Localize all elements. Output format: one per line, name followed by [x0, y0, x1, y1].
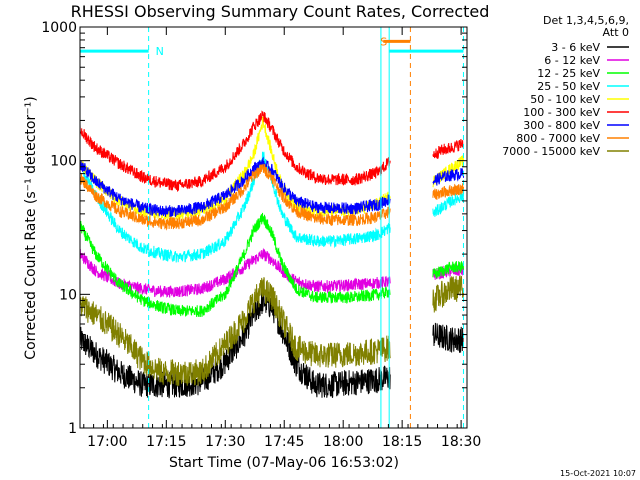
- legend-label-5: 100 - 300 keV: [523, 106, 600, 119]
- legend-label-7: 800 - 7000 keV: [516, 132, 600, 145]
- series-line-2-part-1: [432, 261, 464, 279]
- timestamp: 15-Oct-2021 10:07: [560, 469, 636, 478]
- chart-title: RHESSI Observing Summary Count Rates, Co…: [71, 2, 490, 21]
- x-tick-label-5: 18:15: [382, 434, 422, 450]
- series-line-0-part-0: [79, 288, 391, 399]
- legend-header-0: Det 1,3,4,5,6,9,: [543, 14, 629, 27]
- y-tick-label-3: 1000: [41, 20, 77, 36]
- x-tick-label-2: 17:30: [205, 434, 245, 450]
- series-line-3-part-0: [79, 151, 391, 263]
- x-tick-label-4: 18:00: [323, 434, 363, 450]
- legend-label-4: 50 - 100 keV: [530, 93, 600, 106]
- series-line-8-part-0: [79, 277, 391, 386]
- series-line-3-part-1: [432, 190, 464, 217]
- x-tick-label-6: 18:30: [441, 434, 481, 450]
- x-axis-label: Start Time (07-May-06 16:53:02): [169, 455, 399, 471]
- series-line-6-part-0: [79, 156, 391, 218]
- series-line-7-part-1: [432, 183, 464, 200]
- y-axis-label: Corrected Count Rate (s⁻¹ detector⁻¹): [23, 96, 39, 359]
- series-line-2-part-0: [79, 212, 391, 318]
- y-tick-label-0: 1: [68, 421, 77, 437]
- y-tick-label-1: 10: [59, 287, 77, 303]
- y-tick-label-2: 100: [50, 154, 77, 170]
- legend-header-1: Att 0: [603, 26, 629, 39]
- series-line-1-part-1: [432, 264, 464, 280]
- series-line-0-part-1: [432, 322, 464, 353]
- legend-label-1: 6 - 12 keV: [544, 54, 600, 67]
- legend-label-3: 25 - 50 keV: [537, 80, 600, 93]
- flag-label-2: S: [380, 35, 387, 48]
- x-tick-label-0: 17:00: [87, 434, 127, 450]
- legend-label-8: 7000 - 15000 keV: [502, 145, 600, 158]
- x-tick-label-1: 17:15: [146, 434, 186, 450]
- series-line-5-part-1: [432, 138, 464, 159]
- legend-label-6: 300 - 800 keV: [523, 119, 600, 132]
- plot-frame: [79, 26, 468, 429]
- series-line-5-part-0: [79, 110, 391, 192]
- x-tick-label-3: 17:45: [264, 434, 304, 450]
- series-line-6-part-1: [432, 168, 464, 186]
- flag-label-0: N: [156, 45, 164, 58]
- legend-label-0: 3 - 6 keV: [551, 41, 600, 54]
- legend-label-2: 12 - 25 keV: [537, 67, 600, 80]
- series-line-7-part-0: [79, 163, 391, 231]
